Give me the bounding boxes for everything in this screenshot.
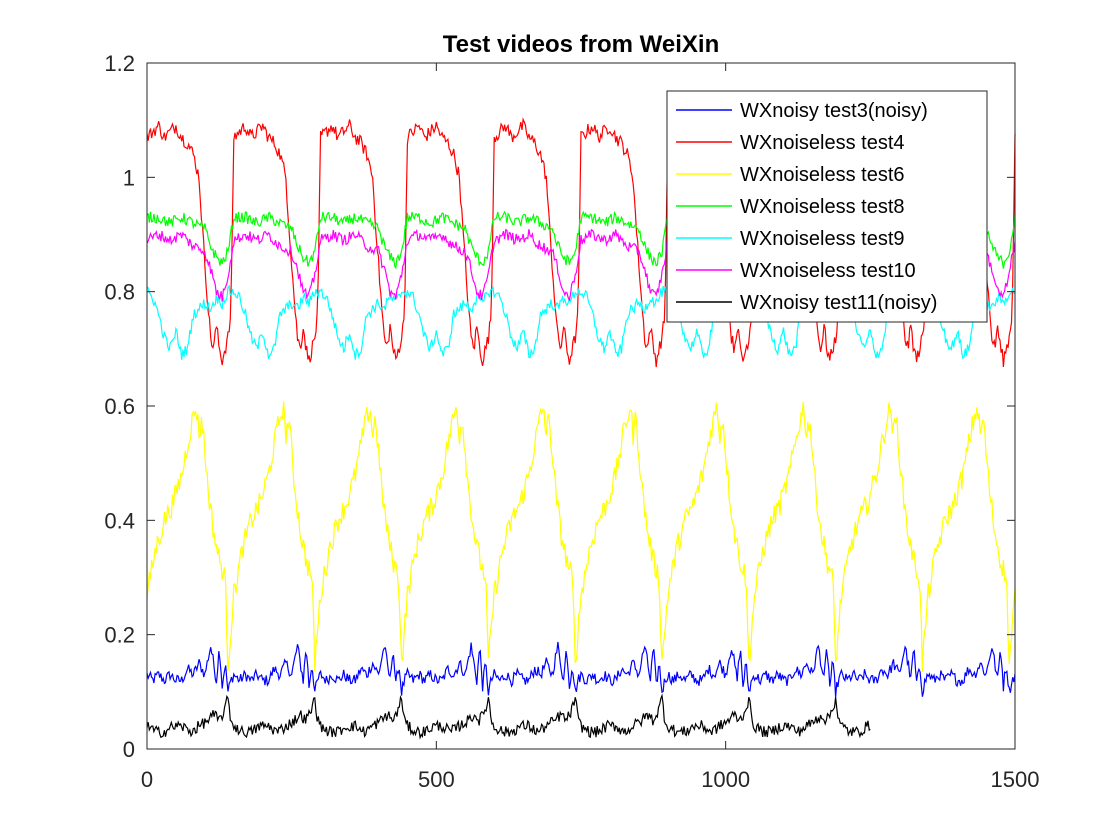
- x-tick-label: 1500: [991, 767, 1040, 792]
- x-tick-label: 500: [418, 767, 455, 792]
- legend-label: WXnoisy test3(noisy): [740, 100, 928, 122]
- series-line: [146, 401, 1016, 673]
- y-tick-label: 1.2: [104, 51, 135, 76]
- y-tick-label: 0.4: [104, 508, 135, 533]
- series-line: [146, 641, 1016, 698]
- y-tick-label: 1: [123, 165, 135, 190]
- legend-label: WXnoiseless test6: [740, 164, 905, 186]
- series-line: [146, 693, 871, 740]
- legend-label: WXnoisy test11(noisy): [740, 292, 937, 314]
- series-layer: [146, 117, 1016, 740]
- y-tick-label: 0: [123, 737, 135, 762]
- series-line: [146, 284, 1016, 360]
- y-tick-label: 0.2: [104, 623, 135, 648]
- x-tick-label: 1000: [701, 767, 750, 792]
- x-tick-label: 0: [141, 767, 153, 792]
- legend-label: WXnoiseless test9: [740, 228, 905, 250]
- legend-label: WXnoiseless test10: [740, 260, 916, 282]
- chart-title: Test videos from WeiXin: [443, 31, 720, 58]
- y-tick-label: 0.6: [104, 394, 135, 419]
- legend: WXnoisy test3(noisy) WXnoiseless test4 WXn…: [666, 90, 988, 323]
- legend-items: WXnoisy test3(noisy) WXnoiseless test4 WXn…: [676, 100, 937, 314]
- y-tick-label: 0.8: [104, 280, 135, 305]
- legend-label: WXnoiseless test8: [740, 196, 905, 218]
- legend-label: WXnoiseless test4: [740, 132, 905, 154]
- axes: 0 0.2 0.4 0.6 0.8 1 1.2 0 500 1000 1500: [104, 51, 1039, 792]
